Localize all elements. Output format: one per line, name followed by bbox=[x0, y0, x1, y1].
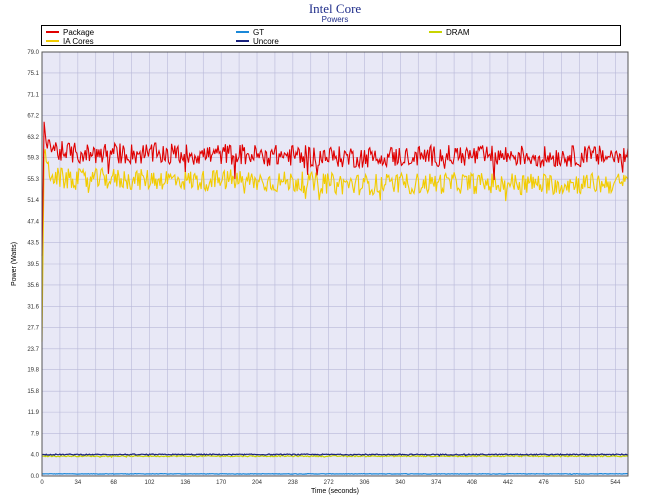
legend-swatch-ia-cores bbox=[46, 40, 59, 42]
x-tick-label: 544 bbox=[610, 480, 621, 486]
legend-label-ia-cores: IA Cores bbox=[63, 36, 94, 46]
series-line-package bbox=[41, 121, 629, 256]
y-tick-label: 51.4 bbox=[27, 198, 39, 204]
chart-legend: Package GT DRAM IA Cores Uncore bbox=[41, 25, 621, 46]
y-axis-label: Power (Watts) bbox=[11, 242, 18, 286]
series-line-dram bbox=[42, 454, 629, 459]
x-tick-label: 442 bbox=[503, 480, 514, 486]
legend-label-dram: DRAM bbox=[446, 27, 470, 37]
x-tick-label: 408 bbox=[467, 480, 478, 486]
y-tick-label: 79.0 bbox=[27, 50, 39, 56]
y-tick-label: 11.9 bbox=[28, 410, 40, 416]
x-tick-label: 34 bbox=[74, 480, 81, 486]
x-tick-label: 170 bbox=[216, 480, 227, 486]
chart-subtitle: Powers bbox=[321, 15, 349, 24]
series-line-gt bbox=[42, 472, 629, 476]
x-tick-label: 68 bbox=[110, 480, 117, 486]
x-tick-label: 306 bbox=[360, 480, 371, 486]
x-tick-label: 272 bbox=[324, 480, 335, 486]
y-tick-label: 19.8 bbox=[27, 368, 39, 374]
x-tick-label: 476 bbox=[539, 480, 550, 486]
legend-swatch-uncore bbox=[236, 40, 249, 42]
y-tick-label: 27.7 bbox=[27, 325, 39, 331]
gridlines bbox=[41, 51, 628, 477]
legend-swatch-dram bbox=[429, 31, 442, 33]
legend-item-package: Package bbox=[46, 27, 94, 37]
y-tick-label: 59.3 bbox=[27, 156, 39, 162]
legend-item-ia-cores: IA Cores bbox=[46, 36, 94, 46]
x-tick-label: 374 bbox=[431, 480, 442, 486]
x-tick-label: 340 bbox=[395, 480, 406, 486]
x-tick-label: 0 bbox=[40, 480, 44, 486]
legend-label-gt: GT bbox=[253, 27, 265, 37]
y-tick-label: 35.6 bbox=[27, 283, 39, 289]
y-tick-label: 23.7 bbox=[27, 347, 39, 353]
legend-swatch-gt bbox=[236, 31, 249, 33]
chart-title: Intel Core bbox=[308, 1, 362, 16]
y-tick-label: 39.5 bbox=[27, 262, 39, 268]
legend-item-dram: DRAM bbox=[429, 27, 470, 37]
series-line-uncore bbox=[42, 453, 629, 457]
y-tick-label: 43.5 bbox=[27, 241, 39, 247]
x-tick-label: 136 bbox=[180, 480, 191, 486]
x-tick-label: 510 bbox=[575, 480, 586, 486]
y-tick-label: 4.0 bbox=[31, 453, 40, 459]
legend-label-uncore: Uncore bbox=[253, 36, 279, 46]
x-tick-label: 238 bbox=[288, 480, 299, 486]
y-tick-label: 7.9 bbox=[31, 432, 40, 438]
x-tick-label: 204 bbox=[252, 480, 263, 486]
y-tick-label: 55.3 bbox=[27, 177, 39, 183]
series-line-ia-cores bbox=[41, 149, 629, 342]
legend-item-uncore: Uncore bbox=[236, 36, 279, 46]
legend-swatch-package bbox=[46, 31, 59, 33]
y-tick-label: 75.1 bbox=[27, 71, 39, 77]
y-tick-label: 63.2 bbox=[27, 135, 39, 141]
y-tick-label: 67.2 bbox=[27, 113, 39, 119]
y-tick-label: 15.8 bbox=[27, 389, 39, 395]
y-tick-label: 71.1 bbox=[27, 92, 39, 98]
plot-frame bbox=[41, 51, 629, 477]
legend-label-package: Package bbox=[63, 27, 95, 37]
series-lines bbox=[41, 121, 629, 476]
legend-item-gt: GT bbox=[236, 27, 264, 37]
x-axis-label: Time (seconds) bbox=[311, 488, 359, 495]
tick-labels: 0 34 68 102 136 170 204 238 272 306 340 374 408 442 47… bbox=[27, 50, 621, 486]
y-tick-label: 0.0 bbox=[31, 474, 40, 480]
x-tick-label: 102 bbox=[144, 480, 155, 486]
y-tick-label: 47.4 bbox=[27, 220, 39, 226]
y-tick-label: 31.6 bbox=[27, 304, 39, 310]
